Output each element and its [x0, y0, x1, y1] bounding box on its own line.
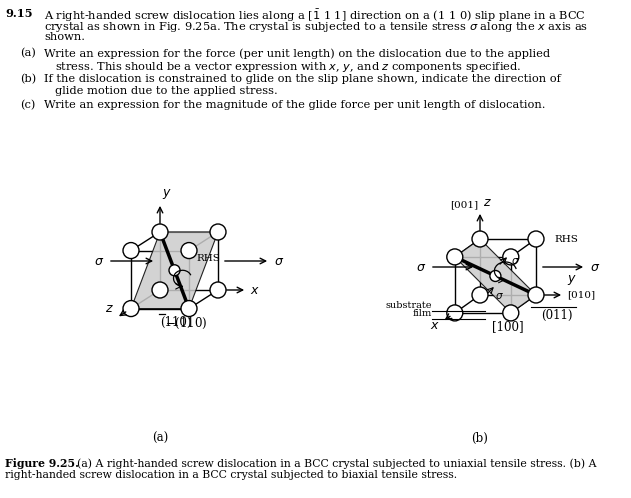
- Text: shown.: shown.: [44, 32, 85, 42]
- Text: RHS: RHS: [197, 254, 221, 263]
- Circle shape: [152, 224, 168, 240]
- Text: (a) A right-handed screw dislocation in a BCC crystal subjected to uniaxial tens: (a) A right-handed screw dislocation in …: [77, 458, 596, 469]
- Text: (a): (a): [152, 432, 168, 445]
- Circle shape: [181, 243, 197, 258]
- Text: film: film: [413, 309, 432, 318]
- Text: A right-handed screw dislocation lies along a [$\bar{1}$ 1 1] direction on a (1 : A right-handed screw dislocation lies al…: [44, 8, 586, 24]
- Text: $z$: $z$: [105, 302, 114, 315]
- Text: $\sigma$: $\sigma$: [94, 254, 104, 267]
- Circle shape: [503, 305, 519, 321]
- Text: $y$: $y$: [162, 187, 172, 201]
- Text: [100]: [100]: [492, 320, 524, 333]
- Circle shape: [210, 224, 226, 240]
- Circle shape: [472, 231, 488, 247]
- Circle shape: [503, 249, 519, 265]
- Circle shape: [447, 305, 463, 321]
- Circle shape: [490, 270, 501, 281]
- Text: glide motion due to the applied stress.: glide motion due to the applied stress.: [55, 86, 278, 96]
- Circle shape: [528, 231, 544, 247]
- Text: Write an expression for the force (per unit length) on the dislocation due to th: Write an expression for the force (per u…: [44, 48, 550, 59]
- Text: substrate: substrate: [386, 301, 432, 310]
- Circle shape: [152, 282, 168, 298]
- Circle shape: [210, 282, 226, 298]
- Text: Write an expression for the magnitude of the glide force per unit length of disl: Write an expression for the magnitude of…: [44, 100, 546, 110]
- Text: [010]: [010]: [567, 290, 595, 299]
- Text: $x$: $x$: [250, 283, 260, 296]
- Text: $\sigma$: $\sigma$: [495, 291, 504, 301]
- Polygon shape: [131, 232, 218, 309]
- Circle shape: [169, 265, 180, 276]
- Text: $y$: $y$: [567, 273, 577, 287]
- Text: stress. This should be a vector expression with $x$, $y$, and $z$ components spe: stress. This should be a vector expressi…: [55, 60, 521, 74]
- Circle shape: [123, 301, 139, 317]
- Text: right-handed screw dislocation in a BCC crystal subjected to biaxial tensile str: right-handed screw dislocation in a BCC …: [5, 470, 457, 480]
- Text: Figure 9.25.: Figure 9.25.: [5, 458, 79, 469]
- Text: $\sigma$: $\sigma$: [511, 256, 520, 266]
- Text: If the dislocation is constrained to glide on the slip plane shown, indicate the: If the dislocation is constrained to gli…: [44, 74, 561, 84]
- Circle shape: [447, 249, 463, 265]
- Circle shape: [472, 287, 488, 303]
- Text: crystal as shown in Fig. 9.25a. The crystal is subjected to a tensile stress $\s: crystal as shown in Fig. 9.25a. The crys…: [44, 20, 588, 34]
- Circle shape: [181, 301, 197, 317]
- Text: 9.15: 9.15: [5, 8, 33, 19]
- Text: (c): (c): [20, 100, 35, 111]
- Text: (011): (011): [541, 309, 572, 322]
- Text: $\sigma$: $\sigma$: [274, 254, 284, 267]
- Text: $x$: $x$: [430, 319, 440, 332]
- Text: [001]: [001]: [450, 200, 478, 209]
- Circle shape: [123, 243, 139, 258]
- Text: (a): (a): [20, 48, 36, 58]
- Text: RHS: RHS: [554, 235, 578, 244]
- Circle shape: [528, 287, 544, 303]
- Polygon shape: [455, 239, 536, 313]
- Text: $\sigma$: $\sigma$: [590, 260, 600, 273]
- Text: (b): (b): [471, 432, 488, 445]
- Text: (110): (110): [160, 316, 192, 329]
- Text: $-$(110): $-$(110): [165, 315, 208, 331]
- Text: $\sigma$: $\sigma$: [416, 260, 426, 273]
- Text: (b): (b): [20, 74, 36, 84]
- Text: $z$: $z$: [483, 196, 492, 209]
